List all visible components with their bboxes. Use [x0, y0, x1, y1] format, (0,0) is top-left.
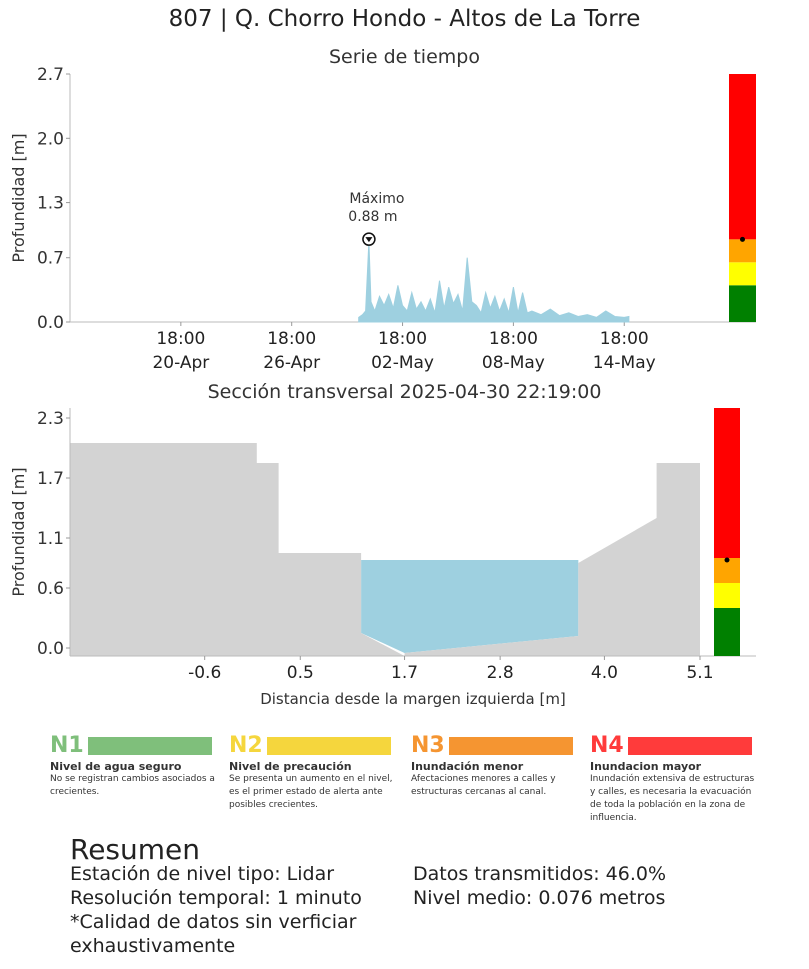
y-tick-label: 0.7: [37, 249, 64, 269]
level-marker: [740, 236, 745, 242]
cross-section-title: Sección transversal 2025-04-30 22:19:00: [207, 381, 602, 403]
y-tick-label: 0.6: [37, 579, 64, 599]
level-band: [729, 285, 756, 322]
summary-resolution: Resolución temporal: 1 minuto: [70, 887, 362, 909]
x-tick-label-date: 08-May: [482, 353, 545, 373]
legend-code: N2: [229, 733, 263, 758]
summary-mean-level: Nivel medio: 0.076 metros: [413, 887, 666, 909]
x-tick-label: -0.6: [188, 663, 221, 683]
ground-left-bank: [70, 443, 405, 656]
x-tick-label: 5.1: [686, 663, 713, 683]
legend-item-n2: N2 Nivel de precaución Se presenta un au…: [229, 733, 399, 812]
x-tick-label-time: 18:00: [600, 329, 649, 349]
x-tick-label: 2.8: [487, 663, 514, 683]
level-band: [714, 583, 740, 608]
x-axis-label: Distancia desde la margen izquierda [m]: [260, 690, 566, 708]
level-band: [729, 239, 756, 263]
legend-color-bar: [87, 736, 212, 755]
level-marker: [724, 557, 730, 563]
summary-left: Estación de nivel tipo: Lidar Resolución…: [70, 862, 400, 958]
timeseries-title: Serie de tiempo: [329, 46, 480, 68]
summary-quality-note-cont: exhaustivamente: [70, 935, 236, 957]
cross-section-chart: 0.0 0.6 1.1 1.7 2.3 Profundidad [m] -0.6 0.5 1.7…: [9, 408, 756, 708]
water-area: [361, 560, 579, 653]
timeseries-chart: 0.0 0.7 1.3 2.0 2.7 Profundidad [m] 18:00 20-Ap…: [9, 65, 756, 373]
y-axis-label: Profundidad [m]: [9, 133, 28, 262]
x-tick-label: 0.5: [287, 663, 314, 683]
y-tick-label: 0.0: [37, 639, 64, 659]
x-tick-label-date: 14-May: [593, 353, 656, 373]
y-tick-label: 1.7: [37, 469, 64, 489]
legend-description: Afectaciones menores a calles y estructu…: [411, 774, 556, 797]
legend-name: Nivel de precaución: [229, 760, 352, 773]
x-tick-label-time: 18:00: [267, 329, 316, 349]
x-tick-label: 1.7: [391, 663, 418, 683]
legend-code: N1: [50, 733, 84, 758]
legend-description: Se presenta un aumento en el nivel, es e…: [229, 774, 393, 810]
summary-right: Datos transmitidos: 46.0% Nivel medio: 0…: [413, 862, 753, 910]
x-tick-label: 4.0: [591, 663, 618, 683]
y-axis-label: Profundidad [m]: [9, 467, 28, 596]
x-tick-label-time: 18:00: [156, 329, 205, 349]
x-tick-label-time: 18:00: [489, 329, 538, 349]
legend-code: N3: [411, 733, 445, 758]
depth-series-area: [358, 241, 630, 323]
legend-name: Inundacion mayor: [590, 760, 702, 773]
y-tick-label: 0.0: [37, 313, 64, 333]
level-band: [729, 262, 756, 286]
x-tick-label-time: 18:00: [378, 329, 427, 349]
max-annotation-title: Máximo: [349, 191, 404, 207]
ground-right-bank: [404, 463, 700, 656]
legend-color-bar: [448, 736, 573, 755]
legend-description: Inundación extensiva de estructuras y ca…: [590, 774, 755, 823]
legend-name: Nivel de agua seguro: [50, 760, 182, 773]
legend-item-n4: N4 Inundacion mayor Inundación extensiva…: [590, 733, 760, 825]
x-tick-label-date: 26-Apr: [263, 353, 320, 373]
x-tick-label-date: 20-Apr: [152, 353, 209, 373]
legend-color-bar: [266, 736, 391, 755]
y-tick-label: 1.3: [37, 194, 64, 214]
legend-description: No se registran cambios asociados a crec…: [50, 774, 215, 797]
y-tick-label: 1.1: [37, 529, 64, 549]
level-band: [714, 408, 740, 558]
summary-title: Resumen: [70, 833, 201, 866]
y-tick-label: 2.0: [37, 129, 64, 149]
summary-transmitted: Datos transmitidos: 46.0%: [413, 863, 667, 885]
y-tick-label: 2.7: [37, 65, 64, 85]
main-title: 807 | Q. Chorro Hondo - Altos de La Torr…: [168, 6, 641, 32]
legend-item-n3: N3 Inundación menor Afectaciones menores…: [411, 733, 581, 799]
max-marker-arrow: [365, 237, 373, 243]
legend-color-bar: [627, 736, 752, 755]
max-annotation-value: 0.88 m: [348, 209, 397, 225]
level-band: [714, 608, 740, 656]
legend-name: Inundación menor: [411, 760, 524, 773]
y-tick-label: 2.3: [37, 409, 64, 429]
summary-quality-note: *Calidad de datos sin verficiar: [70, 911, 357, 933]
level-band: [729, 74, 756, 240]
legend-item-n1: N1 Nivel de agua seguro No se registran …: [50, 733, 220, 799]
summary-station-type: Estación de nivel tipo: Lidar: [70, 863, 335, 885]
legend-code: N4: [590, 733, 624, 758]
x-tick-label-date: 02-May: [371, 353, 434, 373]
